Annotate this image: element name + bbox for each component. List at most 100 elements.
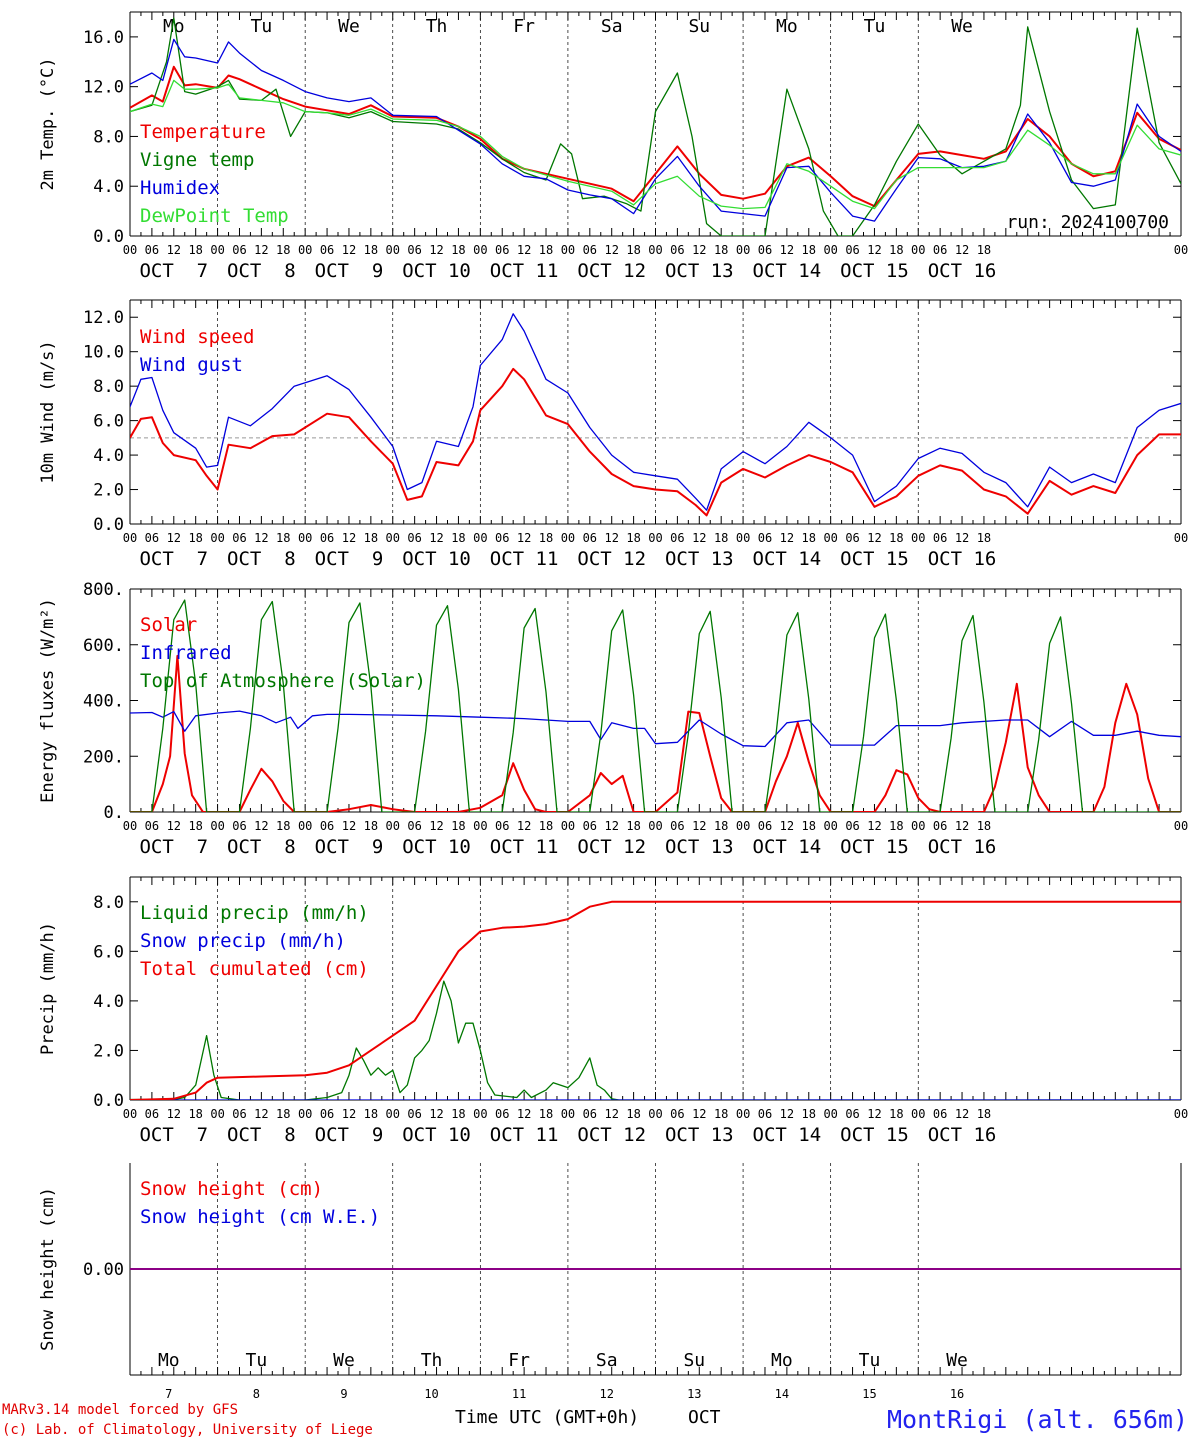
date-label: OCT 13: [665, 260, 734, 282]
x-axis-month: OCT: [688, 1407, 721, 1428]
y-axis-label: Energy fluxes (W/m²): [38, 598, 58, 803]
legend-entry: Snow height (cm W.E.): [140, 1206, 380, 1228]
y-tick-label: 6.0: [93, 942, 124, 962]
credit-lab: (c) Lab. of Climatology, University of L…: [2, 1422, 373, 1438]
hour-tick-label: 00: [648, 1107, 662, 1121]
hour-tick-label: 00: [1174, 819, 1188, 833]
hour-tick-label: 06: [583, 1107, 597, 1121]
hour-tick-label: 06: [495, 243, 509, 257]
weekday-label: We: [338, 16, 360, 37]
legend-entry: Liquid precip (mm/h): [140, 902, 369, 924]
hour-tick-label: 06: [933, 1107, 947, 1121]
hour-tick-label: 00: [648, 243, 662, 257]
hour-tick-label: 00: [386, 243, 400, 257]
hour-tick-label: 06: [407, 243, 421, 257]
hour-tick-label: 12: [604, 243, 618, 257]
hour-tick-label: 18: [714, 819, 728, 833]
hour-tick-label: 06: [933, 819, 947, 833]
hour-tick-label: 00: [911, 531, 925, 545]
credit-model: MARv3.14 model forced by GFS: [2, 1402, 238, 1418]
hour-tick-label: 00: [911, 819, 925, 833]
panel-5: 0.00 Snow height (cm) Mo Tu We Th Fr Sa Su Mo Tu We…: [38, 1163, 1182, 1401]
hour-tick-label: 00: [210, 531, 224, 545]
hour-tick-label: 00: [473, 531, 487, 545]
hour-tick-label: 06: [320, 819, 334, 833]
hour-tick-label: 12: [342, 531, 356, 545]
date-label: OCT 11: [490, 260, 559, 282]
hour-tick-label: 06: [670, 1107, 684, 1121]
day-number-label: 12: [599, 1387, 613, 1401]
hour-tick-label: 18: [977, 243, 991, 257]
y-tick-label: 0.0: [93, 227, 124, 247]
weekday-label: Th: [421, 1350, 443, 1371]
hour-tick-label: 18: [451, 243, 465, 257]
hour-tick-label: 12: [429, 243, 443, 257]
hour-tick-label: 18: [451, 819, 465, 833]
date-label: OCT 7: [139, 1124, 208, 1146]
hour-tick-label: 12: [692, 819, 706, 833]
date-label: OCT 9: [315, 260, 384, 282]
y-tick-label: 400.: [83, 692, 124, 712]
series-line-vigne-temp: [130, 17, 1181, 236]
hour-tick-label: 00: [298, 819, 312, 833]
date-label: OCT 12: [577, 1124, 646, 1146]
y-tick-label: 8.0: [93, 127, 124, 147]
hour-tick-label: 18: [188, 531, 202, 545]
legend-entry: Solar: [140, 614, 197, 636]
day-number-label: 10: [424, 1387, 438, 1401]
date-label: OCT 8: [227, 548, 296, 570]
hour-tick-label: 12: [692, 1107, 706, 1121]
weekday-label: We: [333, 1350, 355, 1371]
footer: MARv3.14 model forced by GFS (c) Lab. of…: [2, 1402, 1188, 1438]
date-label: OCT 8: [227, 1124, 296, 1146]
hour-tick-label: 18: [977, 819, 991, 833]
date-label: OCT 16: [928, 548, 997, 570]
day-number-label: 7: [165, 1387, 172, 1401]
hour-tick-label: 18: [188, 1107, 202, 1121]
hour-tick-label: 00: [210, 243, 224, 257]
hour-tick-label: 18: [714, 531, 728, 545]
hour-tick-label: 18: [539, 1107, 553, 1121]
date-label: OCT 15: [840, 260, 909, 282]
hour-tick-label: 06: [933, 243, 947, 257]
hour-tick-label: 18: [188, 243, 202, 257]
hour-tick-label: 12: [517, 531, 531, 545]
y-tick-label: 8.0: [93, 377, 124, 397]
hour-tick-label: 00: [648, 531, 662, 545]
y-tick-label: 4.0: [93, 446, 124, 466]
hour-tick-label: 00: [386, 1107, 400, 1121]
date-label: OCT 14: [753, 548, 822, 570]
date-label: OCT 7: [139, 548, 208, 570]
hour-tick-label: 06: [495, 819, 509, 833]
hour-tick-label: 00: [386, 819, 400, 833]
hour-tick-label: 12: [167, 1107, 181, 1121]
weekday-label: We: [951, 16, 973, 37]
hour-tick-label: 18: [626, 819, 640, 833]
hour-tick-label: 06: [583, 531, 597, 545]
weekday-label: Mo: [158, 1350, 180, 1371]
legend-entry: Top of Atmosphere (Solar): [140, 670, 426, 692]
hour-tick-label: 00: [123, 531, 137, 545]
hour-tick-label: 00: [1174, 1107, 1188, 1121]
hour-tick-label: 00: [561, 1107, 575, 1121]
y-tick-label: 2.0: [93, 481, 124, 501]
hour-tick-label: 12: [867, 819, 881, 833]
date-label: OCT 15: [840, 548, 909, 570]
legend-entry: Vigne temp: [140, 149, 254, 171]
hour-tick-label: 00: [123, 243, 137, 257]
hour-tick-label: 00: [736, 531, 750, 545]
hour-tick-label: 00: [823, 531, 837, 545]
series-line-solar: [130, 654, 1181, 812]
legend-entry: Wind gust: [140, 354, 243, 376]
hour-tick-label: 00: [736, 819, 750, 833]
hour-tick-label: 18: [977, 1107, 991, 1121]
date-label: OCT 13: [665, 1124, 734, 1146]
legend-entry: Wind speed: [140, 326, 254, 348]
hour-tick-label: 00: [823, 1107, 837, 1121]
hour-tick-label: 00: [1174, 243, 1188, 257]
y-tick-label: 16.0: [83, 28, 124, 48]
weekday-label: Th: [426, 16, 448, 37]
hour-tick-label: 06: [758, 531, 772, 545]
y-tick-label: 2.0: [93, 1041, 124, 1061]
